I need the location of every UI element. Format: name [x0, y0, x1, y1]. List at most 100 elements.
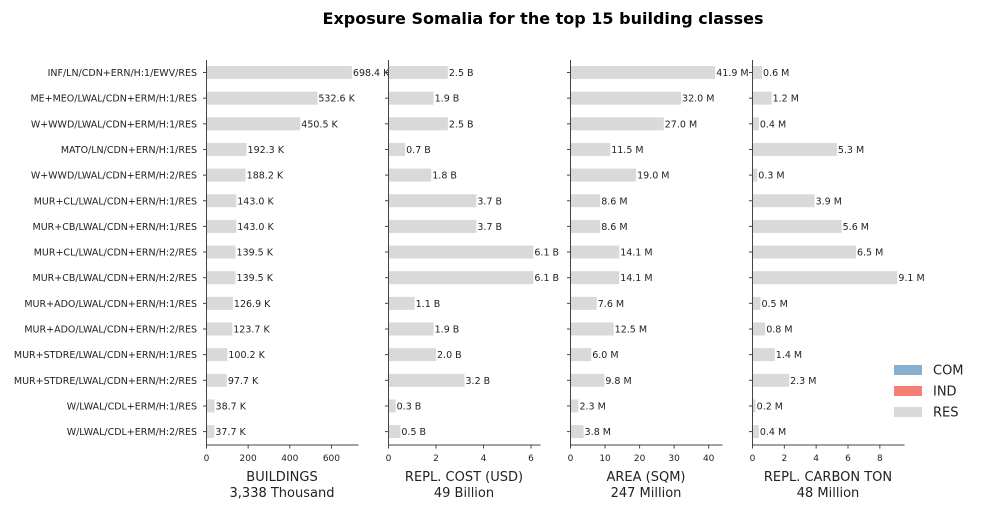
bar: [388, 322, 434, 336]
panel: 0.6 M 1.2 M 0.4 M 5.3 M 0.3 M 3.9 M 5.6 M 6.5 M…: [749, 60, 925, 501]
data-label: 5.3 M: [838, 145, 864, 156]
data-label: 0.8 M: [766, 325, 792, 336]
data-label: 2.3 M: [790, 376, 816, 387]
x-axis-label: AREA (SQM): [606, 470, 685, 485]
x-axis-total: 49 Billion: [434, 486, 494, 501]
category-label: MUR+ADO/LWAL/CDN+ERN/H:2/RES: [24, 325, 197, 336]
bar: [752, 91, 772, 105]
data-label: 698.4 K: [353, 68, 390, 79]
category-label: MUR+STDRE/LWAL/CDN+ERN/H:1/RES: [14, 350, 197, 361]
data-label: 3.8 M: [585, 427, 611, 438]
category-label: W/LWAL/CDL+ERM/H:2/RES: [67, 427, 197, 438]
x-tick-label: 40: [703, 454, 715, 464]
x-tick-label: 0: [750, 454, 756, 464]
bar: [752, 322, 766, 336]
x-tick-label: 6: [528, 454, 534, 464]
bar: [752, 142, 837, 156]
data-label: 2.5 B: [449, 119, 474, 130]
data-label: 6.1 B: [534, 273, 559, 284]
bar: [388, 296, 415, 310]
legend-label: RES: [933, 406, 959, 421]
data-label: 2.0 B: [437, 350, 462, 361]
x-tick-label: 4: [481, 454, 487, 464]
legend-label: COM: [933, 364, 964, 379]
x-tick-label: 8: [877, 454, 883, 464]
x-tick-label: 0: [204, 454, 210, 464]
bar: [570, 117, 664, 131]
bar: [388, 91, 434, 105]
x-tick-label: 0: [568, 454, 574, 464]
category-label: MUR+ADO/LWAL/CDN+ERN/H:1/RES: [24, 299, 197, 310]
x-tick-label: 400: [281, 454, 298, 464]
bar: [206, 271, 236, 285]
bar: [388, 373, 465, 387]
bar: [206, 296, 233, 310]
bar: [570, 91, 682, 105]
bar: [752, 66, 763, 79]
x-tick-label: 600: [323, 454, 340, 464]
data-label: 1.8 B: [432, 171, 457, 182]
category-label: MUR+STDRE/LWAL/CDN+ERN/H:2/RES: [14, 376, 197, 387]
data-label: 12.5 M: [615, 325, 647, 336]
bar: [206, 348, 228, 362]
bar: [206, 399, 215, 413]
bar: [752, 168, 758, 182]
bar: [388, 117, 448, 131]
panel: 2.5 B 1.9 B 2.5 B 0.7 B 1.8 B 3.7 B 3.7 B 6.1 B…: [385, 60, 559, 501]
chart-title: Exposure Somalia for the top 15 building…: [323, 9, 764, 28]
data-label: 139.5 K: [237, 273, 274, 284]
bar: [388, 425, 401, 439]
data-label: 1.2 M: [773, 94, 799, 105]
data-label: 0.6 M: [763, 68, 789, 79]
data-label: 2.3 M: [579, 401, 605, 412]
bar: [752, 219, 842, 233]
data-label: 9.8 M: [605, 376, 631, 387]
legend-swatch: [894, 365, 922, 375]
bar: [752, 425, 759, 439]
data-label: 3.7 B: [477, 196, 502, 207]
bar: [570, 348, 592, 362]
data-label: 11.5 M: [611, 145, 643, 156]
data-label: 97.7 K: [228, 376, 259, 387]
data-label: 3.9 M: [816, 196, 842, 207]
bar: [206, 142, 247, 156]
bar: [206, 66, 352, 79]
bar: [570, 296, 597, 310]
data-label: 38.7 K: [216, 401, 247, 412]
data-label: 0.5 M: [761, 299, 787, 310]
data-label: 9.1 M: [898, 273, 924, 284]
bar: [388, 168, 432, 182]
bar: [388, 66, 448, 79]
data-label: 1.1 B: [416, 299, 441, 310]
bar: [570, 168, 637, 182]
data-label: 6.0 M: [592, 350, 618, 361]
legend-swatch: [894, 407, 922, 417]
bar: [752, 117, 759, 131]
panel: 698.4 K 532.6 K 450.5 K 192.3 K 188.2 K 143.0…: [203, 60, 390, 501]
category-labels: INF/LN/CDN+ERN/H:1/EWV/RES ME+MEO/LWAL/CD…: [14, 68, 197, 438]
x-tick-label: 20: [634, 454, 646, 464]
x-axis-label: REPL. CARBON TON: [764, 470, 892, 485]
data-label: 41.9 M: [716, 68, 748, 79]
bar: [752, 194, 815, 208]
data-label: 0.2 M: [757, 401, 783, 412]
x-axis-label: REPL. COST (USD): [405, 470, 523, 485]
legend-swatch: [894, 386, 922, 396]
bar: [388, 245, 534, 259]
category-label: MUR+CL/LWAL/CDN+ERN/H:2/RES: [34, 248, 197, 259]
bar: [570, 271, 620, 285]
x-tick-label: 2: [433, 454, 439, 464]
bar: [570, 245, 620, 259]
bar: [206, 91, 318, 105]
x-tick-label: 4: [813, 454, 819, 464]
bar: [388, 271, 534, 285]
category-label: W+WWD/LWAL/CDN+ERM/H:2/RES: [31, 171, 197, 182]
bar: [388, 399, 396, 413]
data-label: 37.7 K: [215, 427, 246, 438]
bar: [752, 296, 761, 310]
data-label: 532.6 K: [318, 94, 355, 105]
data-label: 7.6 M: [598, 299, 624, 310]
x-axis-label: BUILDINGS: [246, 470, 317, 485]
bar: [388, 194, 477, 208]
bar: [206, 219, 237, 233]
